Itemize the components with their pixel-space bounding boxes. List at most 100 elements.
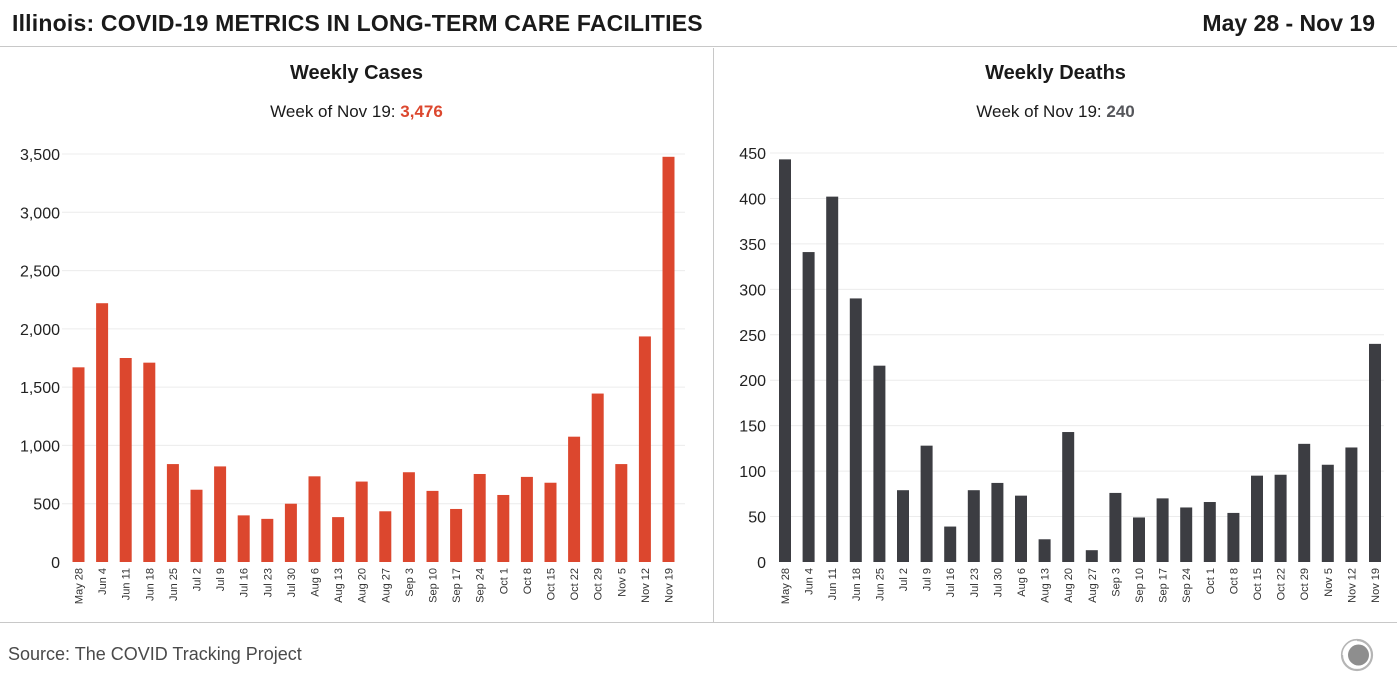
cases-bar (308, 476, 321, 562)
deaths-bar (967, 490, 980, 562)
cases-x-tick-label: Aug 27 (380, 568, 392, 603)
cases-bar (544, 482, 557, 562)
deaths-x-tick-label: Jun 25 (874, 568, 886, 601)
page-title: Illinois: COVID-19 METRICS IN LONG-TERM … (12, 10, 703, 36)
cases-bar (355, 481, 368, 562)
cases-x-tick-label: Sep 10 (428, 568, 440, 603)
cases-bar (473, 473, 486, 562)
cases-bar (450, 508, 463, 562)
deaths-bar (1298, 443, 1311, 562)
deaths-x-tick-label: Sep 3 (1110, 568, 1122, 597)
cases-chart-subtitle: Week of Nov 19: 3,476 (0, 102, 713, 122)
cases-x-tick-label: Oct 22 (569, 568, 581, 600)
deaths-bar (1109, 492, 1122, 562)
cases-x-tick-label: Jul 2 (192, 568, 204, 591)
deaths-y-tick-label: 400 (739, 191, 766, 208)
deaths-y-tick-label: 450 (739, 146, 766, 163)
deaths-bar (1062, 432, 1075, 562)
deaths-y-tick-label: 150 (739, 419, 766, 436)
deaths-bar (897, 490, 909, 562)
deaths-x-tick-label: Nov 5 (1323, 568, 1335, 597)
cases-bar (591, 393, 604, 562)
panel-divider (713, 48, 714, 622)
footer-divider (0, 622, 1397, 623)
cases-x-tick-label: Oct 29 (593, 568, 605, 600)
cases-bar (662, 156, 675, 562)
cases-y-tick-label: 3,000 (20, 205, 60, 222)
deaths-y-tick-label: 50 (748, 510, 766, 527)
deaths-x-tick-label: May 28 (780, 568, 792, 604)
deaths-bar (1156, 498, 1169, 562)
deaths-bar (1345, 447, 1358, 562)
deaths-bar (802, 252, 815, 562)
cases-x-tick-label: Sep 17 (451, 568, 463, 603)
deaths-x-tick-label: Nov 12 (1346, 568, 1358, 603)
deaths-x-tick-label: Sep 10 (1134, 568, 1146, 603)
deaths-bar (1203, 502, 1216, 562)
cases-x-tick-label: Sep 24 (475, 568, 487, 603)
cases-bar (638, 336, 651, 562)
deaths-chart-title: Weekly Deaths (985, 62, 1126, 84)
cases-bar (214, 466, 227, 562)
cases-y-tick-label: 2,000 (20, 322, 60, 339)
deaths-y-tick-label: 300 (739, 282, 766, 299)
cases-x-tick-label: Nov 5 (616, 568, 628, 597)
deaths-x-tick-label: Jul 16 (945, 568, 957, 597)
deaths-bar (1015, 495, 1027, 562)
cases-x-tick-label: Aug 20 (357, 568, 369, 603)
deaths-x-tick-label: Oct 8 (1228, 568, 1240, 594)
deaths-x-tick-label: Oct 29 (1299, 568, 1311, 600)
covid-tracking-project-logo-icon (1340, 638, 1374, 672)
cases-y-tick-label: 500 (33, 497, 60, 514)
cases-y-tick-label: 2,500 (20, 264, 60, 281)
deaths-y-tick-label: 0 (757, 555, 766, 572)
cases-bar (237, 515, 250, 562)
cases-x-tick-label: Oct 1 (498, 568, 510, 594)
cases-bar (568, 436, 581, 562)
cases-y-tick-label: 1,500 (20, 380, 60, 397)
deaths-bar (779, 159, 791, 562)
cases-y-tick-label: 3,500 (20, 147, 60, 164)
deaths-chart-panel: Weekly Deaths Week of Nov 19: 240 0 50 100… (714, 48, 1397, 622)
cases-x-tick-label: May 28 (74, 568, 86, 604)
cases-bar (497, 494, 510, 562)
deaths-x-tick-label: Jul 23 (969, 568, 981, 597)
deaths-bar (826, 196, 839, 563)
deaths-x-tick-label: Oct 1 (1205, 568, 1217, 594)
deaths-bar (1251, 475, 1263, 562)
cases-bar (96, 303, 109, 562)
cases-bar (520, 476, 533, 562)
deaths-bar (1274, 474, 1287, 562)
deaths-bar-chart: 0 50 100 150 200 250 300 350 400 450 May 28 Jun 4 Ju… (739, 146, 1384, 604)
deaths-subtitle-label: Week of Nov 19: (976, 102, 1107, 121)
deaths-x-tick-label: Aug 6 (1016, 568, 1028, 597)
deaths-y-tick-label: 100 (739, 464, 766, 481)
deaths-chart-subtitle: Week of Nov 19: 240 (714, 102, 1397, 122)
cases-chart-title: Weekly Cases (289, 62, 424, 84)
cases-bar (615, 464, 628, 562)
deaths-latest-value: 240 (1106, 102, 1135, 121)
cases-x-tick-label: Oct 15 (546, 568, 558, 600)
cases-x-tick-label: Sep 3 (404, 568, 416, 597)
deaths-x-tick-label: Jul 2 (898, 568, 910, 591)
cases-x-tick-label: Jun 18 (144, 568, 156, 601)
cases-bar-chart: 0 500 1,000 1,500 2,000 2,500 3,000 3,500 May 28… (20, 147, 685, 604)
deaths-x-tick-label: Sep 24 (1181, 568, 1193, 603)
deaths-bar (1038, 539, 1051, 562)
source-credit: Source: The COVID Tracking Project (8, 644, 302, 664)
cases-x-tick-label: Jun 4 (97, 568, 109, 595)
cases-bar (284, 503, 297, 562)
cases-chart-panel: Weekly Cases Week of Nov 19: 3,476 0 500 1… (0, 48, 713, 622)
cases-bar (72, 367, 85, 562)
cases-latest-value: 3,476 (400, 102, 443, 121)
cases-x-tick-label: Aug 6 (310, 568, 322, 597)
cases-bar (143, 362, 156, 562)
cases-x-tick-label: Jul 16 (239, 568, 251, 597)
cases-bar (426, 490, 439, 562)
deaths-x-tick-label: Aug 13 (1040, 568, 1052, 603)
cases-x-tick-label: Nov 19 (664, 568, 676, 603)
cases-bar (119, 358, 132, 562)
deaths-x-tick-label: Oct 22 (1276, 568, 1288, 600)
cases-bar (402, 472, 415, 562)
cases-x-tick-label: Jul 23 (262, 568, 274, 597)
